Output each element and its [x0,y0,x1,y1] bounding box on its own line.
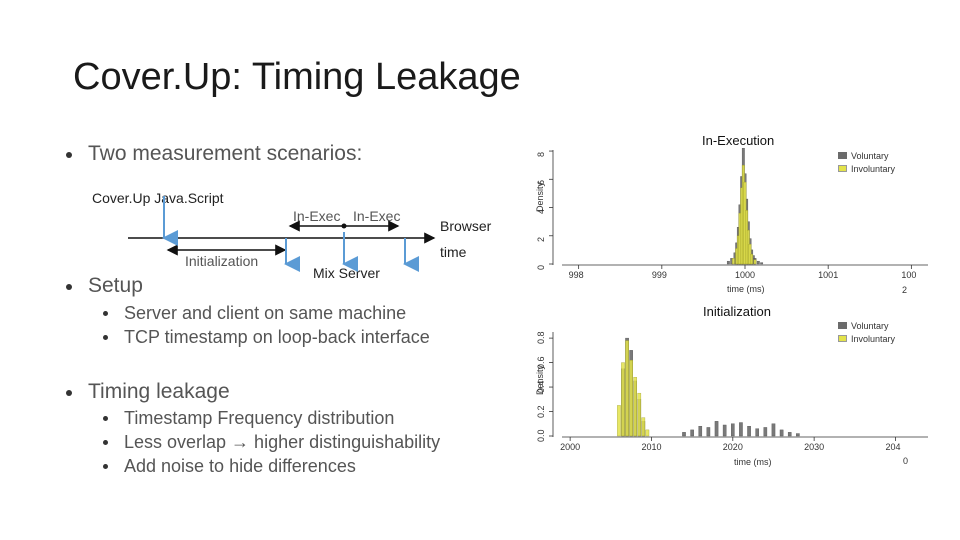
bottom-plot-title: Initialization [703,304,771,319]
bottom-legend-involuntary-swatch [838,335,847,342]
bottom-bar-involuntary [641,417,646,437]
top-bar-involuntary [753,259,757,265]
bullet-timing-leakage: Timing leakage [66,380,230,403]
bottom-bar-involuntary [629,359,633,437]
bottom-legend-involuntary: Involuntary [851,334,896,344]
label-browser: Browser [440,218,492,234]
top-x-tick-label: 1000 [735,270,756,280]
bottom-y-tick-label: 0.4 [536,380,546,394]
top-bar-voluntary [756,260,760,265]
top-y-tick-label: 8 [536,152,546,158]
sub-bullet-leakage-2: Less overlap → higher distinguishability [102,432,441,452]
bottom-bar-voluntary [706,427,711,437]
bottom-bar-voluntary [730,423,735,437]
bottom-histogram [549,332,928,441]
top-y-tick-label: 4 [536,208,546,214]
label-initialization: Initialization [185,253,259,269]
bottom-bar-voluntary [722,424,727,437]
top-x-tick-label: 998 [568,270,584,280]
top-legend-voluntary: Voluntary [851,151,889,161]
label-coverup-javascript: Cover.Up Java.Script [92,190,224,206]
bottom-y-tick-label: 0.6 [536,356,546,369]
bottom-bar-voluntary [682,432,686,437]
top-x-tick-label: 1001 [818,270,839,280]
bottom-bar-voluntary [747,426,751,437]
timing-diagram [128,196,436,272]
in-exec-divider-dot [341,223,347,229]
bottom-x-tick-label: 2000 [560,442,581,452]
sub-bullet-leakage-1: Timestamp Frequency distribution [102,408,395,428]
top-x-tick-wrap: 2 [902,285,908,295]
bottom-bar-involuntary [617,405,621,437]
top-x-axis-label: time (ms) [727,284,765,294]
bottom-bar-voluntary [787,432,792,437]
top-legend-voluntary-swatch [838,152,847,159]
bottom-y-tick-label: 0.0 [536,429,546,442]
top-plot-title: In-Execution [702,133,775,148]
bottom-bar-voluntary [755,428,760,437]
bottom-bar-voluntary [763,427,768,437]
bottom-x-tick-wrap: 0 [903,456,909,466]
bottom-legend-voluntary-swatch [838,322,847,329]
label-mix-server: Mix Server [313,265,380,281]
top-y-tick-label: 2 [536,236,546,242]
bottom-bar-involuntary [645,429,650,437]
sub-bullet-setup-1: Server and client on same machine [102,303,407,323]
bottom-y-tick-label: 0.8 [536,331,546,345]
top-y-tick-label: 0 [536,264,546,270]
bottom-bar-voluntary [698,426,703,437]
top-x-tick-label: 100 [901,270,917,280]
top-histogram [549,148,928,269]
top-legend-involuntary-swatch [838,165,847,172]
bottom-x-tick-label: 2030 [804,442,825,452]
bottom-bar-voluntary [796,433,800,437]
bottom-legend-voluntary: Voluntary [851,321,889,331]
sub-bullet-setup-2: TCP timestamp on loop-back interface [103,327,430,347]
bottom-x-tick-label: 2020 [722,442,743,452]
bottom-bar-voluntary [739,422,743,437]
top-bar-involuntary [750,253,754,265]
top-y-tick-label: 6 [536,180,546,186]
bottom-x-axis-label: time (ms) [734,457,772,467]
top-y-axis-label: Density [535,181,545,212]
bottom-bar-involuntary [625,340,629,437]
bottom-bar-voluntary [714,421,719,437]
bottom-bar-voluntary [779,429,784,437]
bottom-bar-voluntary [690,429,694,437]
top-bar-involuntary [731,258,735,265]
bottom-bar-involuntary [637,392,642,437]
top-legend-involuntary: Involuntary [851,164,896,174]
label-time: time [440,244,467,260]
top-x-tick-label: 999 [651,270,667,280]
label-in-exec-1: In-Exec [293,208,341,224]
bottom-bar-involuntary [621,362,625,437]
top-bar-voluntary [760,262,764,265]
bottom-x-tick-label: 204 [885,442,901,452]
bottom-y-tick-label: 0.2 [536,405,546,418]
bottom-bar-involuntary [633,377,637,437]
label-in-exec-2: In-Exec [353,208,401,224]
top-bar-voluntary [726,260,730,265]
slide-title: Cover.Up: Timing Leakage [73,56,521,98]
bottom-x-tick-label: 2010 [641,442,662,452]
bottom-bar-voluntary [771,423,776,437]
sub-bullet-leakage-3: Add noise to hide differences [103,456,356,476]
bullet-setup: Setup [66,274,143,297]
bullet-scenarios: Two measurement scenarios: [65,142,363,165]
